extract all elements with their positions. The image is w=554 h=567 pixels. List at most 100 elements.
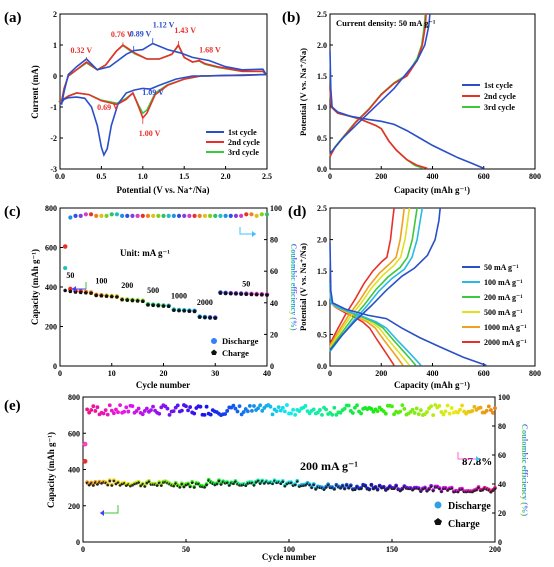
panel-c-rate-labels: 50 100 200 500 1000 2000 50 [66,271,250,307]
panel-e-charge-point [312,483,316,487]
panel-e-efficiency-point [250,408,254,413]
panel-d-legend-label: 500 mA g⁻¹ [484,308,523,317]
panel-e-charge-point [382,486,386,489]
panel-e-efficiency-point [330,412,335,417]
panel-e-efficiency-point [355,403,359,408]
panel-e-efficiency-point [346,403,351,408]
panel-c-efficiency-point [161,213,166,218]
panel-e-efficiency-point [233,406,238,411]
panel-b-charge-curve [329,13,427,156]
panel-e-y2-tick-label: 0 [498,538,502,547]
panel-d-legend-label: 1000 mA g⁻¹ [484,323,527,332]
panel-c-charge-point [228,291,233,296]
panel-e-efficiency-point [144,406,149,411]
panel-c-charge-point [177,308,182,313]
panel-d-y-tick-label: 0.5 [317,330,327,339]
panel-c-efficiency-point [114,212,120,217]
panel-e-efficiency-point [449,406,454,410]
panel-e-efficiency-point [87,410,92,415]
panel-b-label: (b) [282,10,300,26]
panel-c-charge-point [104,294,109,298]
panel-e-charge-point [215,482,219,486]
panel-a-annotations: 0.32 V 0.76 V0.89 V1.12 V1.43 V 1.68 V 0.69… [70,20,220,137]
panel-c-charge-point [125,298,130,302]
panel-e-efficiency-point [256,406,260,411]
panel-e-efficiency-point [165,406,170,411]
panel-e-charge-point [271,482,275,486]
panel-e-efficiency-point [237,404,242,409]
panel-e-efficiency-point [192,411,197,416]
panel-c-label: (c) [4,204,21,220]
panel-e-charge-point [437,487,441,491]
panel-e-efficiency-point [282,409,287,414]
panel-e-rate-annotation: 200 mA g⁻¹ [300,459,358,473]
panel-b-y-tick-label: 0.0 [317,165,327,174]
panel-c-discharge-point [62,244,68,249]
panel-e-legend-discharge-label: Discharge [448,501,491,512]
panel-b-charge-discharge-chart: 0 200 400 600 800 0.0 0.5 1.0 1.5 2.0 2.5 1st cyc… [282,10,541,195]
panel-b-y-tick-label: 2.0 [317,41,327,50]
panel-c-y-tick-label: 800 [45,204,57,213]
panel-e-charge-point [400,487,404,491]
panel-e-charge-point [339,486,342,490]
panel-d-charge-curve [329,207,411,349]
panel-c-efficiency-point [239,213,244,218]
panel-c-efficiency-point [228,213,233,218]
panel-c-charge-point [94,293,99,298]
panel-e-efficiency-point [470,409,475,413]
panel-a-x-tick-label: 2.5 [262,172,272,181]
panel-c-efficiency-point [68,215,73,220]
panel-e-efficiency-point [95,405,100,410]
panel-e-efficiency-point [116,410,120,415]
panel-e-charge-point [279,482,283,485]
panel-a-peak-label: 1.12 V [153,20,175,29]
panel-e-charge-point [345,483,349,487]
panel-a-plot-area [59,13,268,170]
panel-e-efficiency-point [130,404,135,409]
panel-e-efficiency-point [107,403,112,408]
panel-c-rate-label: 1000 [171,292,187,301]
panel-c-legend-discharge-marker [211,338,217,344]
panel-e-charge-point [349,484,353,488]
panel-b-y-tick-label: 2.5 [317,10,327,19]
panel-d-charge-curve [329,207,395,345]
panel-e-efficiency-point [486,404,491,409]
panel-e-arrow-left-head [100,510,104,516]
panel-e-y2-tick-label: 60 [498,451,506,460]
panel-c-rate-chart: 0 10 20 30 40 0 200 400 600 800 0 20 40 60 80 100 50 1… [4,204,298,390]
panel-e-efficiency-point [350,411,355,415]
panel-e-initial-point [82,458,88,464]
panel-e-charge-point [227,483,231,487]
panel-e-legend-charge-label: Charge [448,519,480,530]
panel-e-charge-point [180,482,184,486]
panel-e-efficiency-point [297,409,302,414]
panel-b-y-tick-label: 0.5 [317,134,327,143]
panel-e-efficiency-point [412,411,417,415]
panel-c-charge-point [83,290,88,295]
panel-b-y-tick-label: 1.0 [317,103,327,112]
panel-e-charge-point [172,484,176,488]
panel-e-efficiency-point [122,409,127,414]
panel-c-charge-point [213,316,218,320]
panel-e-charge-point [489,490,493,494]
panel-e-efficiency-point [109,408,114,413]
panel-e-efficiency-point [359,411,363,416]
panel-b-title: Current density: 50 mA g⁻¹ [336,18,436,28]
panel-e-efficiency-point [231,403,236,408]
panel-e-efficiency-point [225,409,230,413]
panel-e-efficiency-point [202,413,207,417]
panel-c-efficiency-point [176,213,182,218]
panel-c-rate-label: 50 [242,279,250,288]
panel-e-charge-point [439,490,443,494]
panel-e-charge-point [324,485,328,489]
panel-a-y-axis-label: Current (mA) [30,65,40,119]
panel-c-y2-tick-label: 60 [270,267,278,276]
panel-e-charge-point [178,485,182,489]
panel-e-efficiency-point [369,407,374,411]
panel-a-x-tick-label: 0.5 [96,172,106,181]
panel-a-peak-label: 1.00 V [139,129,161,138]
panel-e-charge-point [139,484,143,488]
panel-e-charge-point [411,488,415,492]
panel-e-efficiency-point [429,404,434,409]
panel-e-y2-tick-label: 40 [498,480,506,489]
